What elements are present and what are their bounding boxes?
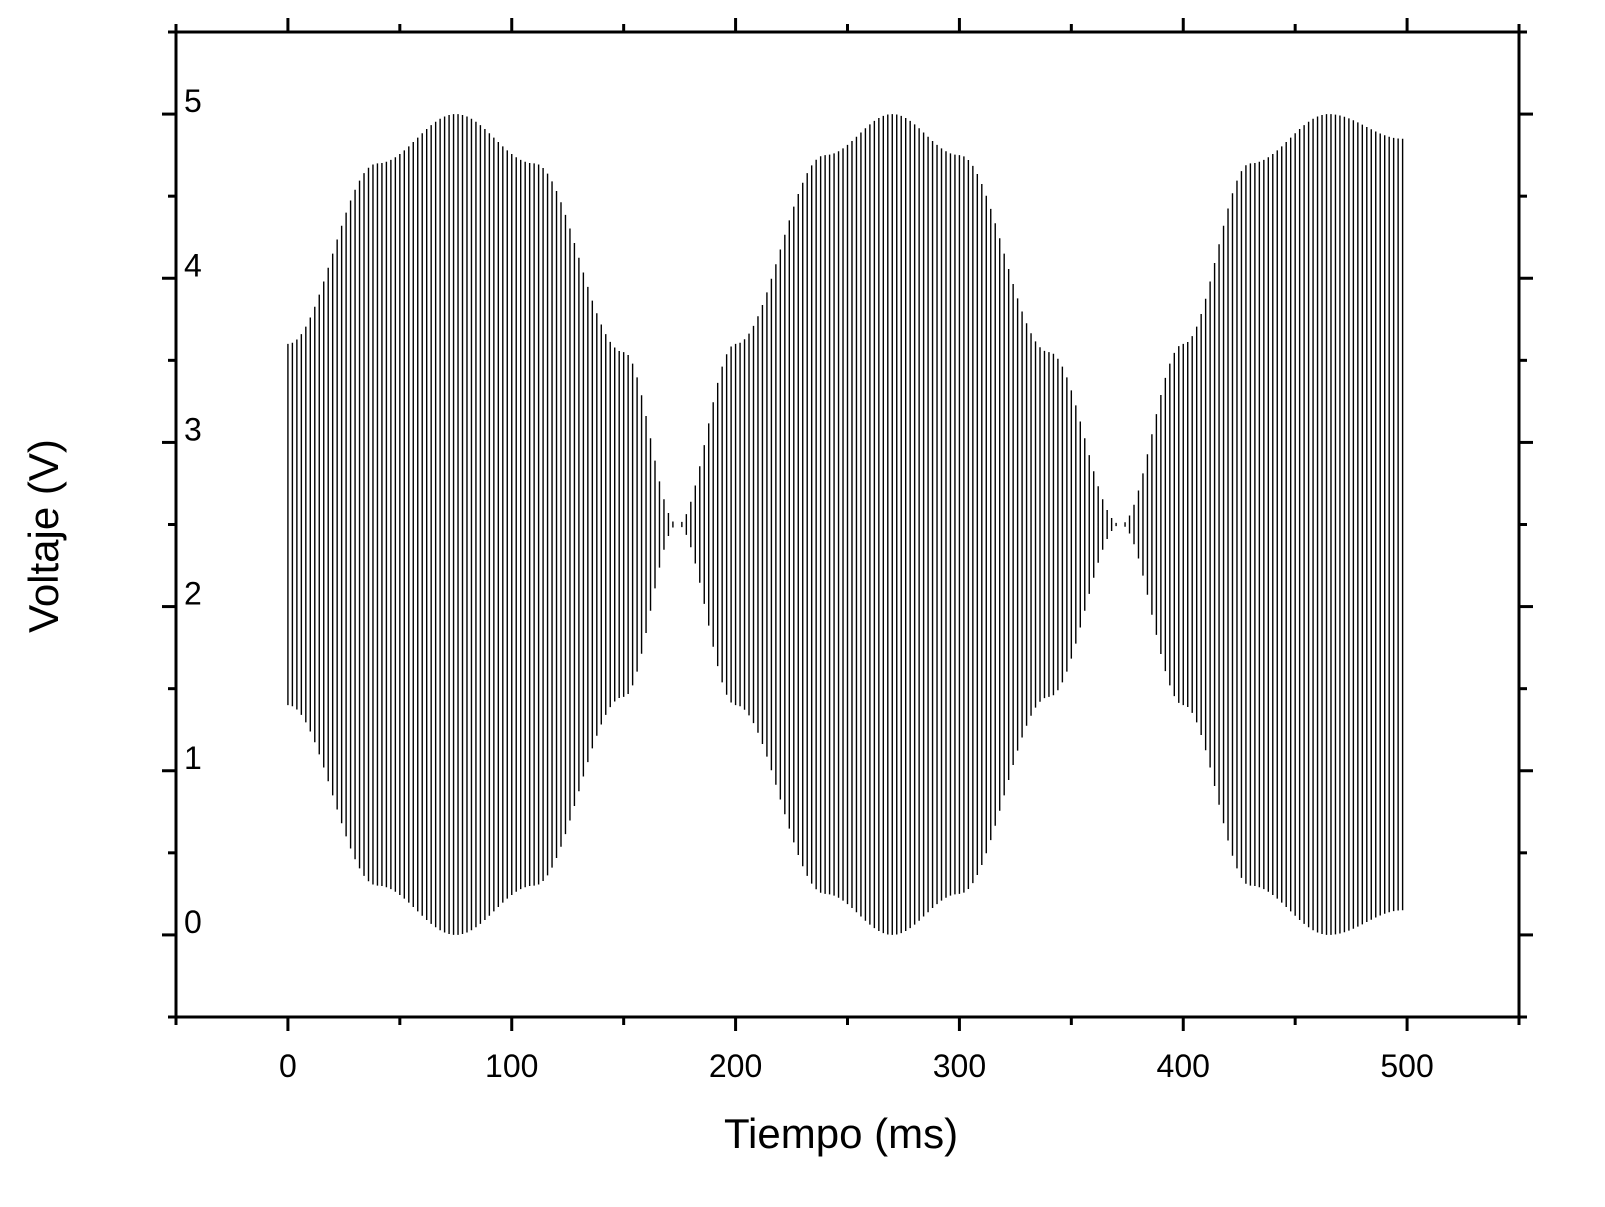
y-tick-label: 2	[184, 576, 202, 612]
y-tick-label: 5	[184, 83, 202, 119]
x-tick-label: 300	[933, 1048, 986, 1084]
axis-ticks	[162, 18, 1533, 1031]
x-axis-title: Tiempo (ms)	[724, 1110, 958, 1157]
x-tick-label: 400	[1157, 1048, 1210, 1084]
plot-data	[287, 114, 1404, 935]
x-tick-label: 200	[709, 1048, 762, 1084]
y-tick-label: 0	[184, 904, 202, 940]
y-tick-label: 3	[184, 411, 202, 447]
x-tick-label: 500	[1380, 1048, 1433, 1084]
y-tick-label: 4	[184, 247, 202, 283]
y-tick-label: 1	[184, 740, 202, 776]
y-tick-labels: 0 1 2 3 4 5	[184, 83, 202, 940]
waveform-series	[287, 114, 1404, 935]
y-axis-title: Voltaje (V)	[20, 439, 67, 633]
x-tick-label: 0	[279, 1048, 297, 1084]
x-tick-label: 100	[485, 1048, 538, 1084]
x-tick-labels: 0 100 200 300 400 500	[279, 1048, 1434, 1084]
